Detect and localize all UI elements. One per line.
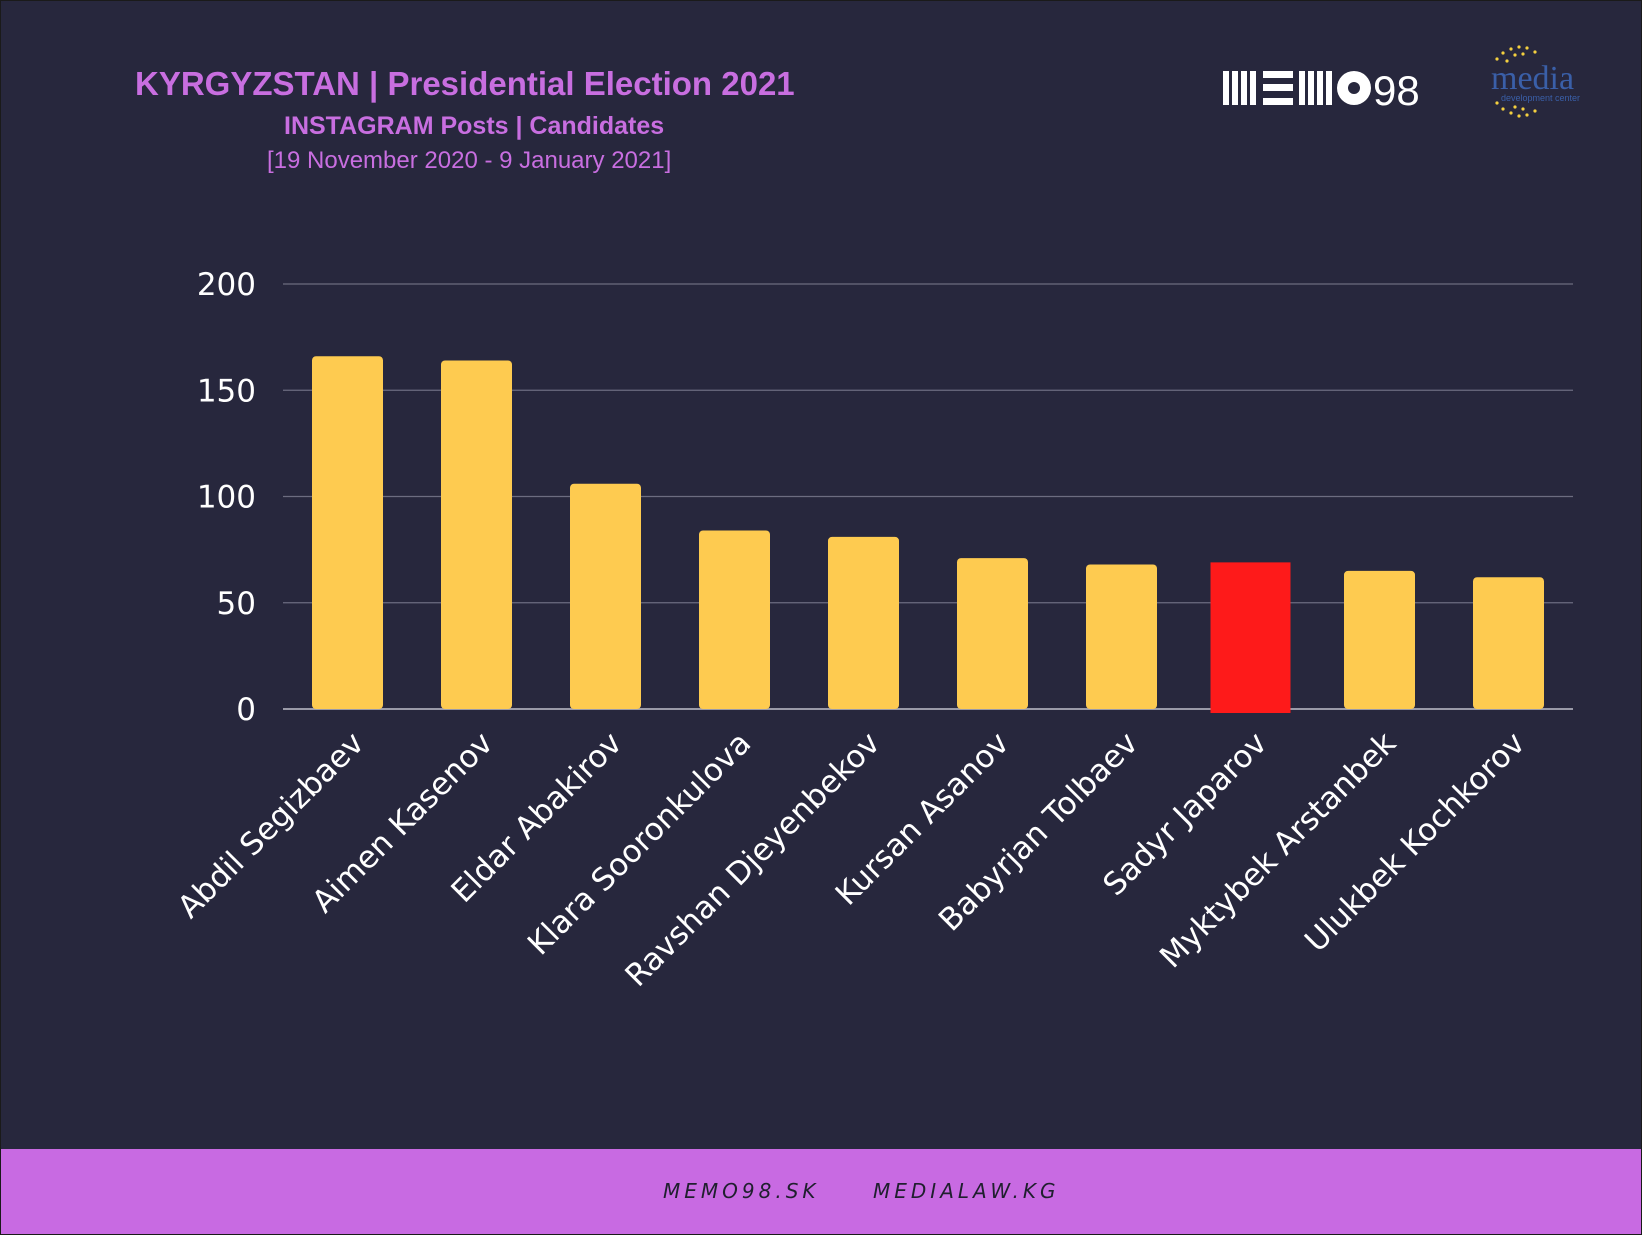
memo98-logo: 98 bbox=[1223, 67, 1420, 111]
bar bbox=[1473, 577, 1544, 709]
bar-highlighted bbox=[1210, 562, 1291, 713]
chart-title: KYRGYZSTAN | Presidential Election 2021 bbox=[135, 65, 795, 102]
y-tick-label: 200 bbox=[197, 267, 256, 303]
date-range: [19 November 2020 - 9 January 2021] bbox=[267, 147, 672, 174]
x-tick-label: Ravshan Djeyenbekov bbox=[618, 725, 887, 994]
x-tick-label: Myktybek Arstanbek bbox=[1153, 725, 1403, 975]
footer-link-memo98[interactable]: MEMO98.SK bbox=[663, 1179, 820, 1203]
bar bbox=[1344, 570, 1415, 709]
bar bbox=[699, 530, 770, 709]
bar bbox=[441, 360, 512, 709]
x-tick-label: Ulukbek Kochkorov bbox=[1298, 725, 1532, 959]
svg-text:98: 98 bbox=[1373, 67, 1420, 111]
bar bbox=[570, 483, 641, 709]
y-tick-label: 100 bbox=[197, 480, 256, 516]
media-logo-subtext: development center bbox=[1501, 93, 1580, 103]
y-tick-label: 0 bbox=[236, 692, 256, 728]
media-logo-text: media bbox=[1491, 60, 1574, 97]
y-tick-label: 50 bbox=[217, 586, 256, 622]
x-tick-label: Klara Sooronkulova bbox=[521, 725, 758, 962]
footer-link-medialaw[interactable]: MEDIALAW.KG bbox=[873, 1179, 1060, 1203]
bar bbox=[312, 356, 383, 709]
bar bbox=[957, 558, 1028, 709]
media-development-center-logo: media development center bbox=[1491, 45, 1580, 118]
bar bbox=[1086, 564, 1157, 709]
chart-subtitle: INSTAGRAM Posts | Candidates bbox=[284, 112, 665, 140]
y-tick-label: 150 bbox=[197, 373, 256, 409]
footer-bar: MEMO98.SK MEDIALAW.KG bbox=[1, 1149, 1641, 1234]
bar bbox=[828, 536, 899, 709]
